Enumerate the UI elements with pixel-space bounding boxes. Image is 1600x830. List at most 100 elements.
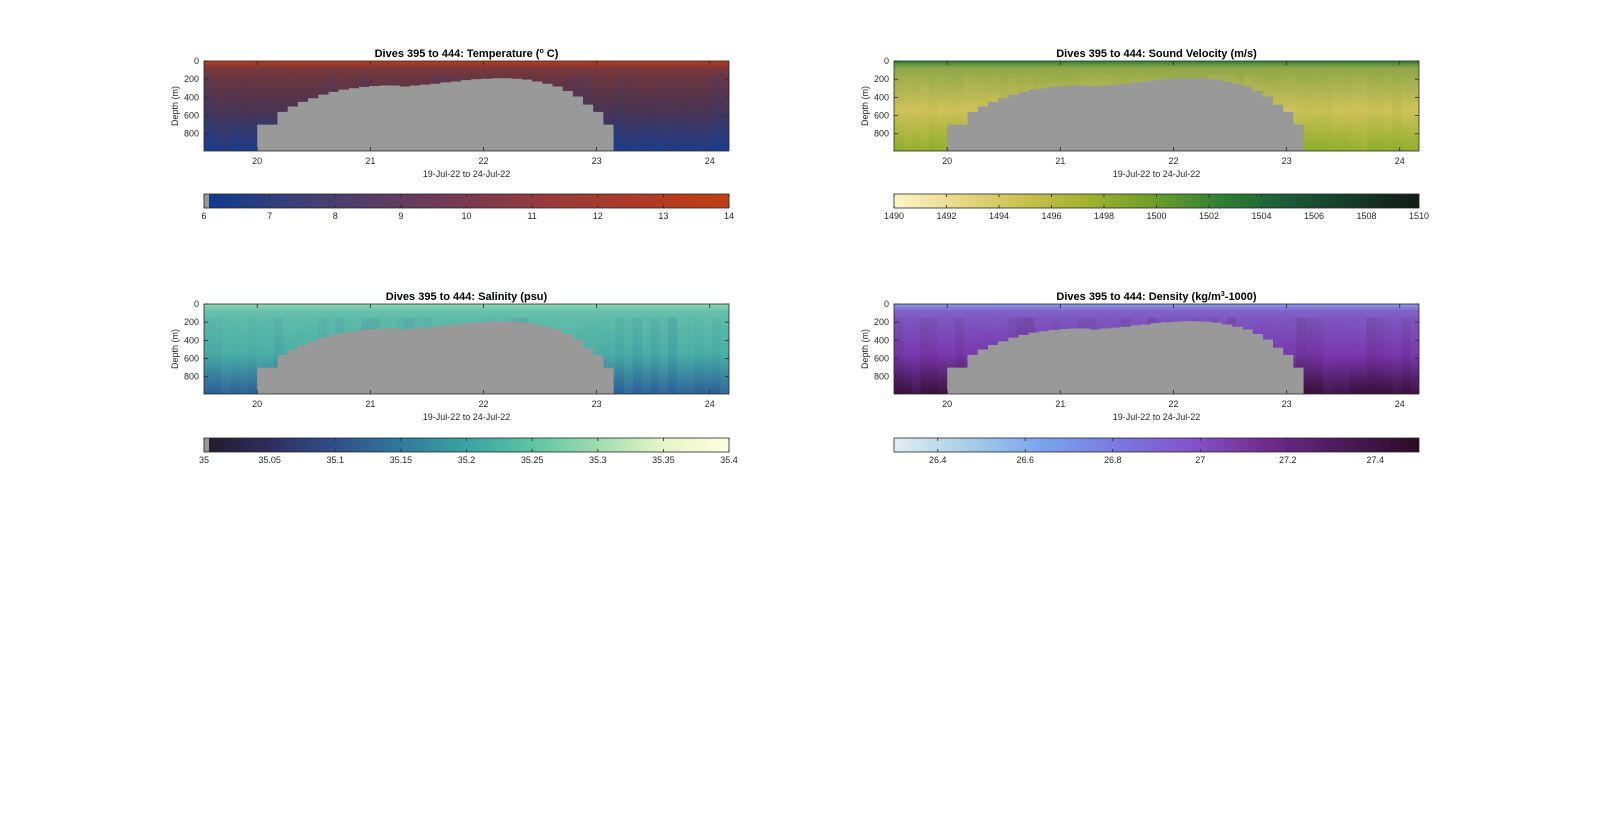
profile-column — [1384, 74, 1394, 151]
profile-column — [213, 75, 222, 152]
y-tick-label: 200 — [184, 317, 199, 327]
profile-column — [703, 318, 712, 395]
profile-column — [212, 317, 222, 394]
profile-column — [677, 75, 686, 152]
y-tick-label: 200 — [184, 74, 199, 84]
y-tick-label: 400 — [184, 335, 199, 345]
profile-column — [1340, 74, 1350, 151]
y-tick-label: 0 — [884, 56, 889, 66]
y-tick-label: 200 — [874, 74, 889, 84]
x-axis-label: 19-Jul-22 to 24-Jul-22 — [1113, 169, 1201, 179]
axes-box — [203, 60, 730, 152]
x-tick-label: 22 — [478, 399, 488, 409]
colorbar-tick-label: 10 — [461, 211, 471, 221]
profile-column — [1384, 317, 1394, 394]
profile-column — [1402, 75, 1411, 152]
colorbar-tick-label: 26.4 — [929, 455, 947, 465]
y-tick-label: 0 — [194, 56, 199, 66]
colorbar-tick-label: 6 — [201, 211, 206, 221]
profile-column — [265, 74, 275, 151]
x-axis-label: 19-Jul-22 to 24-Jul-22 — [423, 412, 511, 422]
profile-column — [1366, 317, 1376, 394]
profile-column — [720, 74, 730, 151]
profile-column — [632, 74, 642, 151]
profile-column — [230, 74, 240, 151]
x-tick-label: 23 — [1282, 399, 1292, 409]
x-tick-label: 24 — [705, 399, 715, 409]
profile-column — [624, 317, 634, 394]
profile-column — [1314, 74, 1324, 151]
seafloor-mask — [257, 78, 614, 151]
x-tick-label: 21 — [365, 399, 375, 409]
y-tick-label: 0 — [884, 299, 889, 309]
profile-column — [1296, 317, 1306, 394]
profile-column — [938, 75, 947, 152]
profile-column — [1401, 317, 1411, 394]
profile-column — [1314, 317, 1324, 394]
profile-column — [221, 317, 231, 394]
y-tick-label: 400 — [874, 335, 889, 345]
profile-column — [903, 318, 912, 395]
y-tick-label: 400 — [184, 92, 199, 102]
y-tick-label: 600 — [874, 111, 889, 121]
colorbar-tick-label: 35.35 — [652, 455, 675, 465]
profile-column — [221, 74, 231, 151]
colorbar-tick-label: 35.4 — [720, 455, 738, 465]
chart-title: Dives 395 to 444: Sound Velocity (m/s) — [1056, 48, 1257, 60]
profile-column — [694, 74, 704, 151]
x-axis-label: 19-Jul-22 to 24-Jul-22 — [1113, 412, 1201, 422]
colorbar-tick-label: 26.8 — [1104, 455, 1122, 465]
profile-column — [1322, 74, 1332, 151]
colorbar-tick-label: 35.1 — [326, 455, 344, 465]
profile-column — [256, 74, 266, 151]
profile-column — [641, 317, 651, 394]
axes-box — [893, 303, 1420, 395]
profile-column — [929, 317, 939, 394]
colorbar-box — [893, 437, 1420, 453]
profile-column — [1357, 74, 1367, 151]
profile-column — [1375, 74, 1385, 151]
y-tick-label: 200 — [874, 317, 889, 327]
y-tick-label: 800 — [874, 372, 889, 382]
profile-column — [1410, 75, 1419, 152]
x-tick-label: 22 — [1168, 156, 1178, 166]
y-axis-label: Depth (m) — [860, 86, 870, 126]
colorbar-tick-label: 35.25 — [521, 455, 544, 465]
x-tick-label: 24 — [1395, 156, 1405, 166]
profile-column — [711, 317, 721, 394]
profile-column — [1331, 74, 1341, 151]
colorbar-tick-label: 1490 — [884, 211, 904, 221]
profile-column — [676, 317, 686, 394]
profile-column — [685, 317, 695, 394]
chart-title: Dives 395 to 444: Density (kg/m3-1000) — [1056, 291, 1257, 303]
colorbar-tick-label: 9 — [398, 211, 403, 221]
colorbar-tick-label: 13 — [658, 211, 668, 221]
colorbar-tick-label: 26.6 — [1016, 455, 1034, 465]
colorbar-tick-label: 35.15 — [390, 455, 413, 465]
profile-column — [1305, 74, 1315, 151]
profile-column — [615, 74, 625, 151]
profile-column — [1322, 317, 1332, 394]
colorbar — [894, 194, 1419, 208]
profile-column — [711, 74, 721, 151]
profile-column — [1340, 317, 1350, 394]
profile-column — [894, 317, 904, 394]
x-tick-label: 21 — [365, 156, 375, 166]
colorbar-tick-label: 27.4 — [1366, 455, 1384, 465]
profile-column — [256, 317, 266, 394]
profile-column — [1392, 317, 1402, 394]
profile-column — [615, 317, 625, 394]
x-tick-label: 24 — [705, 156, 715, 166]
profile-column — [894, 75, 903, 152]
chart-panel-0: 0 200 400 600 800 20 21 22 23 24 19-Jul-22 to 24-J… — [170, 48, 734, 221]
y-tick-label: 800 — [184, 129, 199, 139]
y-axis-label: Depth (m) — [170, 86, 180, 126]
y-axis-label: Depth (m) — [170, 329, 180, 369]
y-axis-label: Depth (m) — [860, 329, 870, 369]
chart-title: Dives 395 to 444: Salinity (psu) — [386, 291, 548, 303]
chart-title-tail: -1000) — [1225, 291, 1257, 303]
colorbar-tick-label: 1510 — [1409, 211, 1429, 221]
profile-column — [1410, 317, 1420, 394]
colorbar-tick-label: 7 — [267, 211, 272, 221]
y-tick-label: 800 — [184, 372, 199, 382]
